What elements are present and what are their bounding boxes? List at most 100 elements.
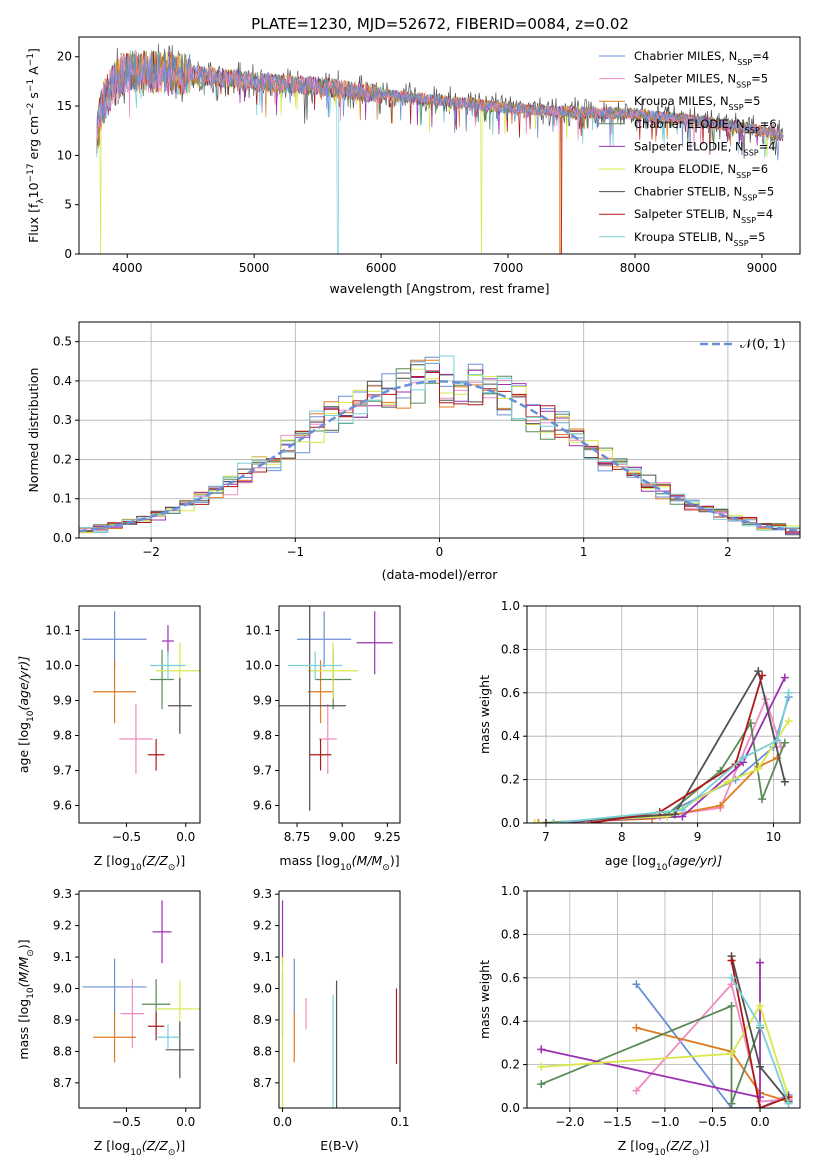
axes-frame xyxy=(78,890,201,1109)
axes-mass-vs-Z: −0.5 0.08.78.88.99.09.19.29.3Z [log10(Z/Z… xyxy=(16,887,201,1158)
x-tick-label: 9.25 xyxy=(374,830,401,844)
y-tick-label: 9.6 xyxy=(53,799,72,813)
label-part: 10 xyxy=(130,1148,142,1158)
legend-n: =5 xyxy=(749,230,766,244)
label-part: ⊙ xyxy=(692,1148,700,1158)
y-tick-label: 0.0 xyxy=(53,531,72,545)
y-tick-label: 9.0 xyxy=(253,981,272,995)
plus-marker xyxy=(780,673,789,682)
y-axis-label: Normed distribution xyxy=(26,368,41,493)
label-part: )] xyxy=(390,853,400,868)
x-tick-label: 7 xyxy=(542,830,550,844)
plus-marker xyxy=(632,980,641,989)
y-tick-label: 9.0 xyxy=(53,981,72,995)
y-tick-label: 10 xyxy=(57,148,72,162)
legend-sub: SSP xyxy=(734,238,749,247)
plus-marker xyxy=(756,1002,765,1011)
x-tick-label: −1 xyxy=(286,545,304,559)
y-tick-label: 5 xyxy=(64,198,72,212)
x-tick-label: −1.0 xyxy=(650,1115,679,1129)
plus-marker xyxy=(549,819,558,823)
label-part: (Z/Z xyxy=(142,853,169,868)
plot-area xyxy=(530,667,793,823)
legend-sub: SSP xyxy=(744,148,759,157)
legend-text: Salpeter ELODIE, N xyxy=(634,139,744,153)
legend-n: =6 xyxy=(751,162,768,176)
x-tick-label: 0 xyxy=(436,545,444,559)
weight-line xyxy=(636,1026,789,1103)
plus-marker xyxy=(541,819,550,823)
y-axis-label: mass [log10(M/M⊙)] xyxy=(16,939,36,1059)
y-tick-label: 0.8 xyxy=(501,642,520,656)
y-tick-label: 9.1 xyxy=(253,950,272,964)
plot-area xyxy=(279,606,393,811)
plot-area xyxy=(281,900,398,1108)
x-axis-label: wavelength [Angstrom, rest frame] xyxy=(329,281,549,296)
legend-entry: Salpeter STELIB, NSSP=4 xyxy=(634,207,773,225)
label-part: wavelength [Angstrom, rest frame] xyxy=(329,281,549,296)
plus-marker xyxy=(537,1062,546,1071)
y-tick-label: 0.0 xyxy=(501,1101,520,1115)
label-part: )] xyxy=(16,939,31,949)
legend-entry: Chabrier STELIB, NSSP=5 xyxy=(634,185,774,203)
legend-sub: SSP xyxy=(741,216,756,225)
x-tick-label: 9.00 xyxy=(329,830,356,844)
label-part: ⊙ xyxy=(382,863,390,873)
label-part: 10 xyxy=(654,1148,666,1158)
label-part: λ xyxy=(36,198,46,204)
y-tick-label: 8.8 xyxy=(53,1044,72,1058)
legend-entry: Chabrier MILES, NSSP=4 xyxy=(634,49,769,67)
y-tick-label: 0.2 xyxy=(501,1058,520,1072)
plus-marker xyxy=(756,1062,765,1071)
label-part: A xyxy=(26,66,41,79)
label-part: )] xyxy=(175,1138,185,1153)
x-tick-label: 2 xyxy=(724,545,732,559)
x-axis-label: Z [log10(Z/Z⊙)] xyxy=(94,853,185,873)
y-tick-label: 0.8 xyxy=(501,927,520,941)
legend-text: Kroupa MILES, N xyxy=(634,94,729,108)
legend-n: =5 xyxy=(751,72,768,86)
plus-marker xyxy=(632,1086,641,1095)
plus-marker xyxy=(756,1104,765,1108)
label-part: (age/yr)] xyxy=(16,656,31,711)
legend-entry: 𝒩(0, 1) xyxy=(740,336,786,351)
legend-sub: SSP xyxy=(742,193,757,202)
label-part: 10 xyxy=(130,863,142,873)
legend-sub: SSP xyxy=(736,80,751,89)
x-tick-label: 8.75 xyxy=(284,830,311,844)
x-tick-label: −2 xyxy=(142,545,160,559)
legend-text: Salpeter MILES, N xyxy=(634,72,736,86)
histogram-step xyxy=(79,372,800,533)
x-tick-label: 5000 xyxy=(239,261,270,275)
x-tick-label: −0.5 xyxy=(112,1115,141,1129)
weight-line xyxy=(541,962,761,1099)
legend-entry: Kroupa ELODIE, NSSP=6 xyxy=(634,162,768,180)
plus-marker xyxy=(727,1002,736,1011)
x-tick-label: 9000 xyxy=(747,261,778,275)
x-tick-label: 6000 xyxy=(366,261,397,275)
label-part: 10 xyxy=(656,863,668,873)
x-axis-label: Z [log10(Z/Z⊙)] xyxy=(618,1138,709,1158)
axes-frame xyxy=(78,605,201,824)
legend-text: Salpeter STELIB, N xyxy=(634,207,741,221)
plus-marker xyxy=(784,1099,793,1108)
weight-line xyxy=(635,982,789,1103)
y-tick-label: 15 xyxy=(57,99,72,113)
legend-sub: SSP xyxy=(736,171,751,180)
label-part: 10 xyxy=(340,863,352,873)
x-tick-label: −1.5 xyxy=(603,1115,632,1129)
label-part: (age/yr)] xyxy=(667,853,722,868)
axes-frame xyxy=(278,890,401,1109)
y-tick-label: 0.4 xyxy=(53,374,72,388)
x-tick-label: −2.0 xyxy=(555,1115,584,1129)
plus-marker xyxy=(587,819,596,823)
y-tick-label: 10.0 xyxy=(245,659,272,673)
x-axis-label: E(B-V) xyxy=(320,1138,359,1153)
plot-area xyxy=(82,611,200,774)
y-tick-label: 9.3 xyxy=(53,887,72,901)
label-part: Flux [f xyxy=(26,203,41,243)
x-tick-label: 7000 xyxy=(493,261,524,275)
x-axis-label: age [log10(age/yr)] xyxy=(605,853,722,873)
label-part: (Z/Z xyxy=(142,1138,169,1153)
y-tick-label: 9.9 xyxy=(253,694,272,708)
